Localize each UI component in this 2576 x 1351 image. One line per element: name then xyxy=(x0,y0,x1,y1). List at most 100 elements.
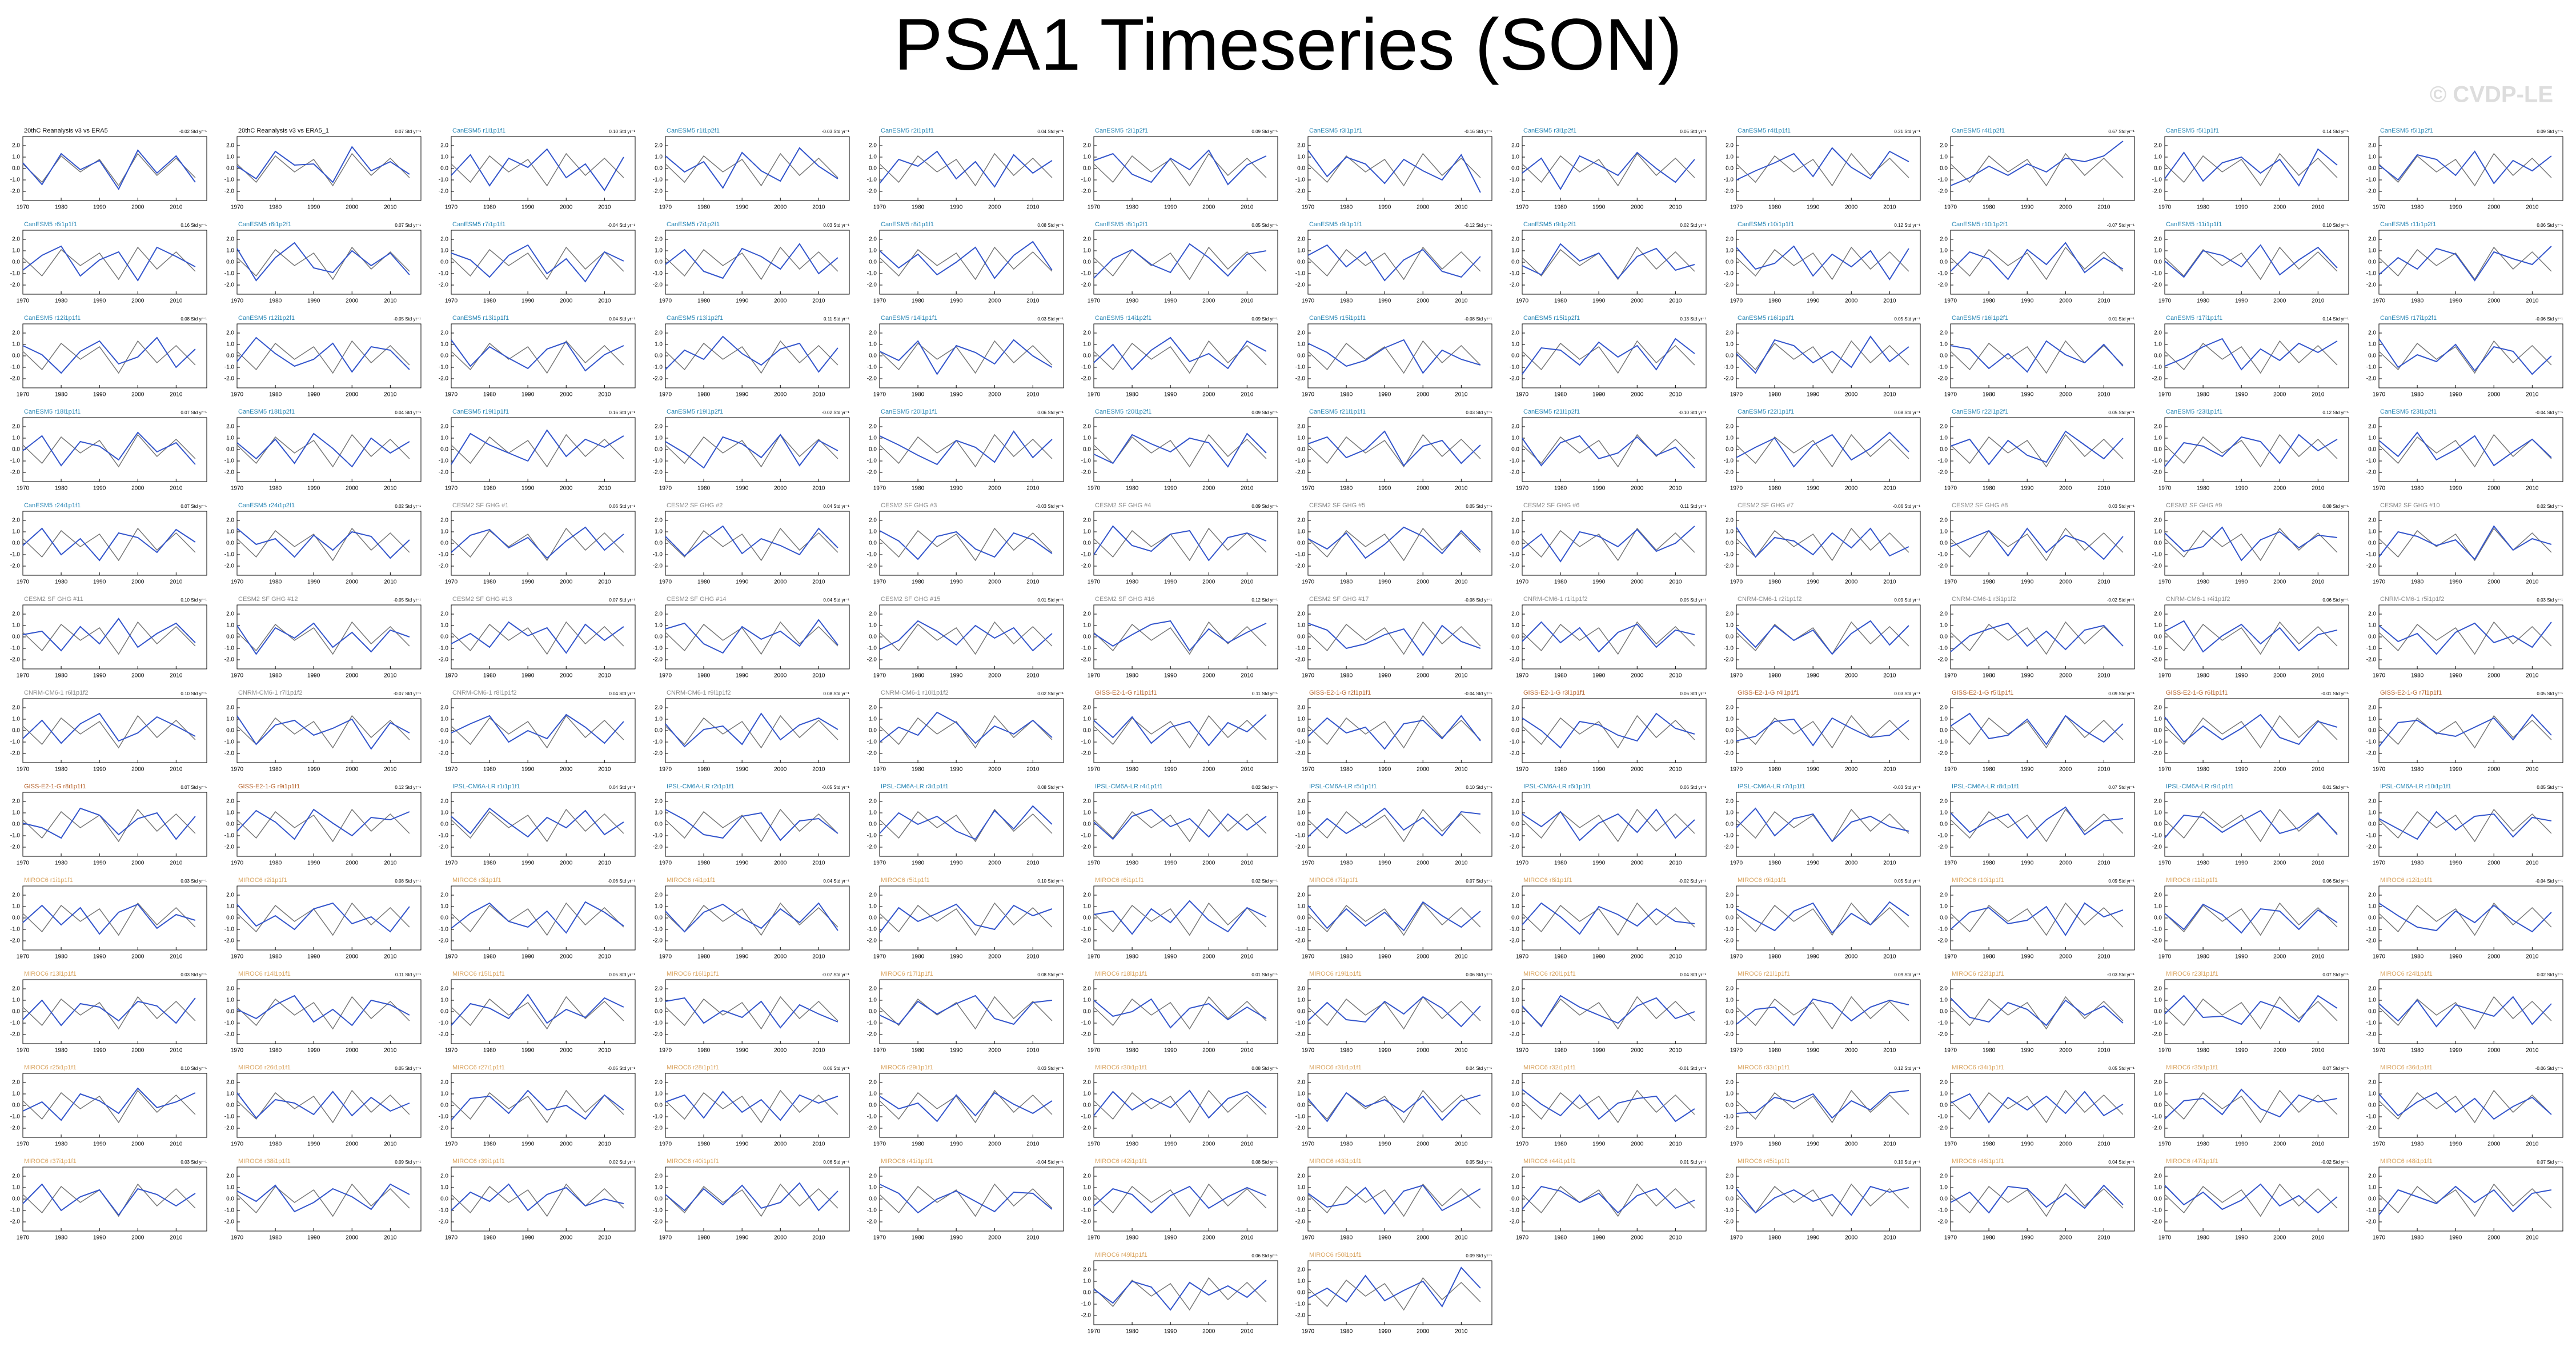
panel-trend: 0.06 Std yr⁻¹ xyxy=(1466,972,1492,977)
panel-trend: -0.02 Std yr⁻¹ xyxy=(2321,1160,2349,1165)
x-tick-label: 1980 xyxy=(1983,392,1996,398)
x-tick-label: 1990 xyxy=(1378,1329,1391,1335)
reference-line xyxy=(1093,246,1267,280)
panel-trend: 0.04 Std yr⁻¹ xyxy=(609,785,635,790)
y-tick-label: -2.0 xyxy=(867,282,877,288)
x-tick-label: 1990 xyxy=(950,298,963,304)
y-tick-label: 2.0 xyxy=(869,236,877,243)
y-tick-label: 1.0 xyxy=(1726,342,1734,348)
y-tick-label: -1.0 xyxy=(653,1114,663,1120)
x-tick-label: 1970 xyxy=(231,392,244,398)
panel: CESM2 SF GHG #14 0.04 Std yr⁻¹2.01.00.0-1… xyxy=(653,596,850,679)
x-tick-label: 2000 xyxy=(131,1141,145,1148)
y-tick-label: -2.0 xyxy=(2152,751,2162,757)
y-tick-label: 0.0 xyxy=(12,166,20,172)
x-tick-label: 2000 xyxy=(774,486,787,492)
x-tick-label: 2010 xyxy=(598,1235,611,1241)
y-tick-label: 2.0 xyxy=(1940,143,1948,149)
y-tick-label: -1.0 xyxy=(1510,739,1520,745)
panel-title: MIROC6 r13i1p1f1 xyxy=(24,971,77,977)
x-tick-label: 2010 xyxy=(1026,579,1040,586)
x-tick-label: 2010 xyxy=(1883,205,1896,211)
y-tick-label: -1.0 xyxy=(1295,739,1306,745)
y-tick-label: 1.0 xyxy=(1940,904,1948,910)
y-tick-label: 0.0 xyxy=(1726,1196,1734,1202)
x-tick-label: 2000 xyxy=(1202,860,1215,867)
x-tick-label: 1970 xyxy=(17,579,30,586)
panel-trend: 0.07 Std yr⁻¹ xyxy=(180,785,207,790)
series-line xyxy=(1093,808,1267,840)
y-tick-label: -2.0 xyxy=(1081,189,1092,195)
x-tick-label: 1970 xyxy=(2373,205,2386,211)
y-tick-label: 2.0 xyxy=(655,892,663,899)
series-line xyxy=(236,1091,410,1119)
x-tick-label: 1990 xyxy=(1378,579,1391,586)
series-line xyxy=(665,902,838,933)
series-line xyxy=(1950,1091,2124,1124)
panel: MIROC6 r14i1p1f1 0.11 Std yr⁻¹2.01.00.0-1… xyxy=(224,971,422,1054)
panel: CanESM5 r16i1p2f1 0.01 Std yr⁻¹2.01.00.0-… xyxy=(1938,315,2135,398)
x-tick-label: 2010 xyxy=(170,298,183,304)
x-tick-label: 1980 xyxy=(1983,298,1996,304)
x-tick-label: 2000 xyxy=(1417,1141,1430,1148)
panel: CanESM5 r19i1p2f1 -0.02 Std yr⁻¹2.01.00.0… xyxy=(653,408,850,492)
reference-line xyxy=(2378,1183,2552,1217)
x-tick-label: 1990 xyxy=(1592,205,1606,211)
x-tick-label: 1990 xyxy=(1592,579,1606,586)
x-tick-label: 1970 xyxy=(17,1048,30,1054)
x-tick-label: 1970 xyxy=(1730,767,1743,773)
y-tick-label: 0.0 xyxy=(226,1009,234,1015)
y-tick-label: -2.0 xyxy=(867,751,877,757)
y-tick-label: 2.0 xyxy=(2154,518,2162,524)
reference-line xyxy=(1307,996,1481,1030)
y-tick-label: -2.0 xyxy=(2152,1032,2162,1038)
panel-title: CNRM-CM6-1 r2i1p1f2 xyxy=(1738,596,1801,603)
x-tick-label: 1970 xyxy=(1516,860,1529,867)
x-tick-label: 2000 xyxy=(774,1141,787,1148)
y-tick-label: 2.0 xyxy=(1726,143,1734,149)
x-tick-label: 1980 xyxy=(1340,1141,1353,1148)
panel-trend: 0.02 Std yr⁻¹ xyxy=(1251,785,1278,790)
y-tick-label: -2.0 xyxy=(224,1032,235,1038)
series-line xyxy=(879,805,1053,840)
panel-title: MIROC6 r29i1p1f1 xyxy=(881,1064,933,1071)
reference-line xyxy=(2378,340,2552,374)
panel-trend: -0.06 Std yr⁻¹ xyxy=(2535,316,2563,322)
series-line xyxy=(22,903,196,935)
x-tick-label: 1990 xyxy=(1378,298,1391,304)
panel-trend: 0.07 Std yr⁻¹ xyxy=(180,410,207,415)
panel-trend: 0.07 Std yr⁻¹ xyxy=(2537,1160,2563,1165)
x-tick-label: 2000 xyxy=(2059,954,2072,960)
panel: MIROC6 r13i1p1f1 0.03 Std yr⁻¹2.01.00.0-1… xyxy=(10,971,207,1054)
x-tick-label: 2010 xyxy=(170,1048,183,1054)
x-tick-label: 2010 xyxy=(812,392,825,398)
series-line xyxy=(1736,245,1909,280)
x-tick-label: 2010 xyxy=(812,1235,825,1241)
x-tick-label: 2010 xyxy=(1883,673,1896,679)
panel: CanESM5 r6i1p1f1 0.16 Std yr⁻¹2.01.00.0-1… xyxy=(10,221,207,304)
y-tick-label: 2.0 xyxy=(1940,1173,1948,1180)
panel: CanESM5 r14i1p1f1 0.03 Std yr⁻¹2.01.00.0-… xyxy=(867,315,1064,398)
y-tick-label: 0.0 xyxy=(1511,728,1519,734)
reference-line xyxy=(1522,153,1695,187)
y-tick-label: -2.0 xyxy=(439,1125,449,1132)
x-tick-label: 1970 xyxy=(231,298,244,304)
panel: CanESM5 r24i1p2f1 0.02 Std yr⁻¹2.01.00.0-… xyxy=(224,502,422,586)
series-line xyxy=(2164,903,2338,934)
y-tick-label: 1.0 xyxy=(2368,1185,2376,1191)
x-tick-label: 1990 xyxy=(1807,673,1820,679)
y-tick-label: -2.0 xyxy=(1938,1032,1948,1038)
y-tick-label: 1.0 xyxy=(2368,529,2376,535)
x-tick-label: 1970 xyxy=(2373,673,2386,679)
x-tick-label: 1980 xyxy=(269,1235,282,1241)
panel-trend: 0.06 Std yr⁻¹ xyxy=(823,1160,849,1165)
series-line xyxy=(1522,621,1695,653)
y-tick-label: 0.0 xyxy=(1083,821,1091,828)
y-tick-label: 2.0 xyxy=(2154,986,2162,992)
panel-title: MIROC6 r22i1p1f1 xyxy=(1952,971,2004,977)
panel-title: MIROC6 r35i1p1f1 xyxy=(2166,1064,2218,1071)
series-line xyxy=(22,527,196,562)
y-tick-label: 0.0 xyxy=(12,1103,20,1109)
reference-line xyxy=(1093,1089,1267,1124)
panel-trend: 0.07 Std yr⁻¹ xyxy=(395,129,421,134)
